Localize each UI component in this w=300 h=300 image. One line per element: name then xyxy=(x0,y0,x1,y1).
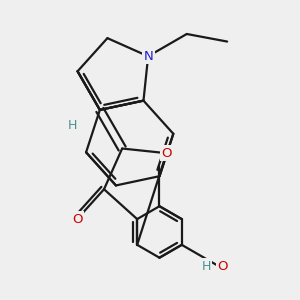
Text: H: H xyxy=(201,260,211,272)
Text: N: N xyxy=(143,50,153,63)
Text: O: O xyxy=(161,147,172,160)
Text: O: O xyxy=(72,213,83,226)
Text: H: H xyxy=(68,119,77,132)
Text: O: O xyxy=(218,260,228,272)
